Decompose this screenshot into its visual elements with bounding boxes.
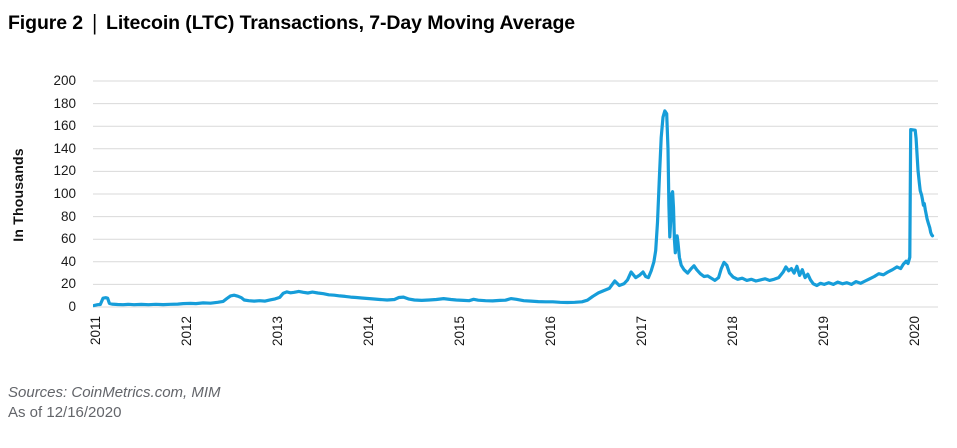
chart-title-text: Litecoin (LTC) Transactions, 7-Day Movin… [106,12,575,34]
y-tick-label-40: 40 [60,253,76,269]
plot-area [93,80,938,308]
x-tick-label-2014: 2014 [360,316,376,347]
x-tick-label-2016: 2016 [543,316,558,347]
x-tick-label-2020: 2020 [907,316,923,347]
figure-title: Figure 2 | Litecoin (LTC) Transactions, 7-… [8,10,575,36]
x-tick-label-2013: 2013 [269,316,285,347]
y-tick-label-80: 80 [60,208,76,224]
gridlines [93,80,938,308]
y-tick-label-140: 140 [53,140,76,156]
title-separator: | [92,10,98,36]
y-tick-label-160: 160 [53,118,76,134]
footer: Sources: CoinMetrics.com, MIM As of 12/1… [8,383,221,423]
x-tick-label-2015: 2015 [451,316,467,347]
footer-as-of: As of 12/16/2020 [8,404,122,421]
data-series-line [93,109,935,308]
x-tick-label-2012: 2012 [178,316,194,347]
footer-sources: Sources: CoinMetrics.com, MIM [8,384,221,401]
figure-label: Figure 2 [8,12,84,34]
x-tick-label-2019: 2019 [816,316,832,347]
y-tick-label-60: 60 [60,231,76,247]
x-tick-label-2017: 2017 [634,316,650,347]
y-tick-label-100: 100 [53,186,76,201]
y-tick-label-180: 180 [53,95,76,111]
x-tick-label-2018: 2018 [725,316,741,347]
x-tick-label-2011: 2011 [87,316,103,346]
y-tick-label-200: 200 [53,73,76,88]
y-tick-label-120: 120 [53,163,76,179]
y-tick-label-20: 20 [60,276,76,292]
y-tick-label-0: 0 [68,299,76,314]
